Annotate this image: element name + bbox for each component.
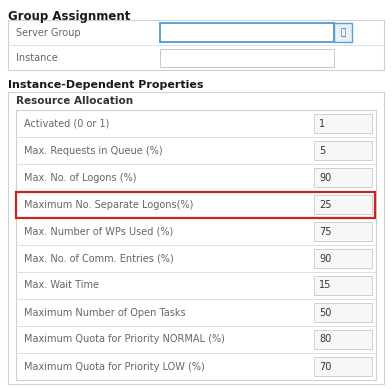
Text: ⧉: ⧉ — [340, 28, 346, 37]
Text: 15: 15 — [319, 280, 331, 291]
Bar — [314, 222, 372, 241]
Text: 50: 50 — [319, 307, 331, 317]
Bar — [334, 23, 352, 42]
Text: 90: 90 — [319, 254, 331, 263]
Text: 75: 75 — [319, 226, 332, 237]
Bar — [314, 249, 372, 268]
Text: Maximum Quota for Priority LOW (%): Maximum Quota for Priority LOW (%) — [24, 361, 205, 371]
Text: Instance: Instance — [16, 53, 58, 63]
Bar — [314, 114, 372, 133]
Text: Activated (0 or 1): Activated (0 or 1) — [24, 119, 109, 128]
Text: 25: 25 — [319, 200, 332, 210]
Bar — [16, 299, 376, 300]
Text: Max. Requests in Queue (%): Max. Requests in Queue (%) — [24, 145, 163, 156]
Bar — [16, 110, 376, 380]
Bar — [160, 49, 334, 67]
Text: Maximum No. Separate Logons(%): Maximum No. Separate Logons(%) — [24, 200, 193, 210]
Text: Max. Wait Time: Max. Wait Time — [24, 280, 99, 291]
Bar — [8, 20, 384, 70]
Bar — [314, 195, 372, 214]
Bar — [314, 303, 372, 322]
Text: Max. Number of WPs Used (%): Max. Number of WPs Used (%) — [24, 226, 173, 237]
Bar — [16, 218, 376, 219]
Bar — [16, 191, 376, 217]
Bar — [16, 164, 376, 165]
Bar — [314, 168, 372, 187]
Bar — [8, 92, 384, 384]
Bar — [16, 191, 376, 192]
Bar — [314, 276, 372, 295]
Bar — [314, 330, 372, 349]
Text: Instance-Dependent Properties: Instance-Dependent Properties — [8, 80, 203, 90]
Text: 80: 80 — [319, 335, 331, 345]
Text: Resource Allocation: Resource Allocation — [16, 96, 133, 106]
Text: Maximum Quota for Priority NORMAL (%): Maximum Quota for Priority NORMAL (%) — [24, 335, 225, 345]
Text: Group Assignment: Group Assignment — [8, 10, 131, 23]
Bar — [16, 272, 376, 273]
Text: 90: 90 — [319, 172, 331, 182]
Bar — [16, 245, 376, 246]
Bar — [160, 23, 334, 42]
Bar — [314, 141, 372, 160]
Bar — [16, 326, 376, 327]
Text: 1: 1 — [319, 119, 325, 128]
Text: 5: 5 — [319, 145, 325, 156]
Text: Max. No. of Logons (%): Max. No. of Logons (%) — [24, 172, 136, 182]
Text: Maximum Number of Open Tasks: Maximum Number of Open Tasks — [24, 307, 186, 317]
Bar — [16, 137, 376, 138]
Text: Max. No. of Comm. Entries (%): Max. No. of Comm. Entries (%) — [24, 254, 174, 263]
Text: 70: 70 — [319, 361, 331, 371]
Bar — [8, 45, 384, 46]
Bar — [16, 353, 376, 354]
Text: Server Group: Server Group — [16, 28, 81, 37]
Bar — [314, 357, 372, 376]
